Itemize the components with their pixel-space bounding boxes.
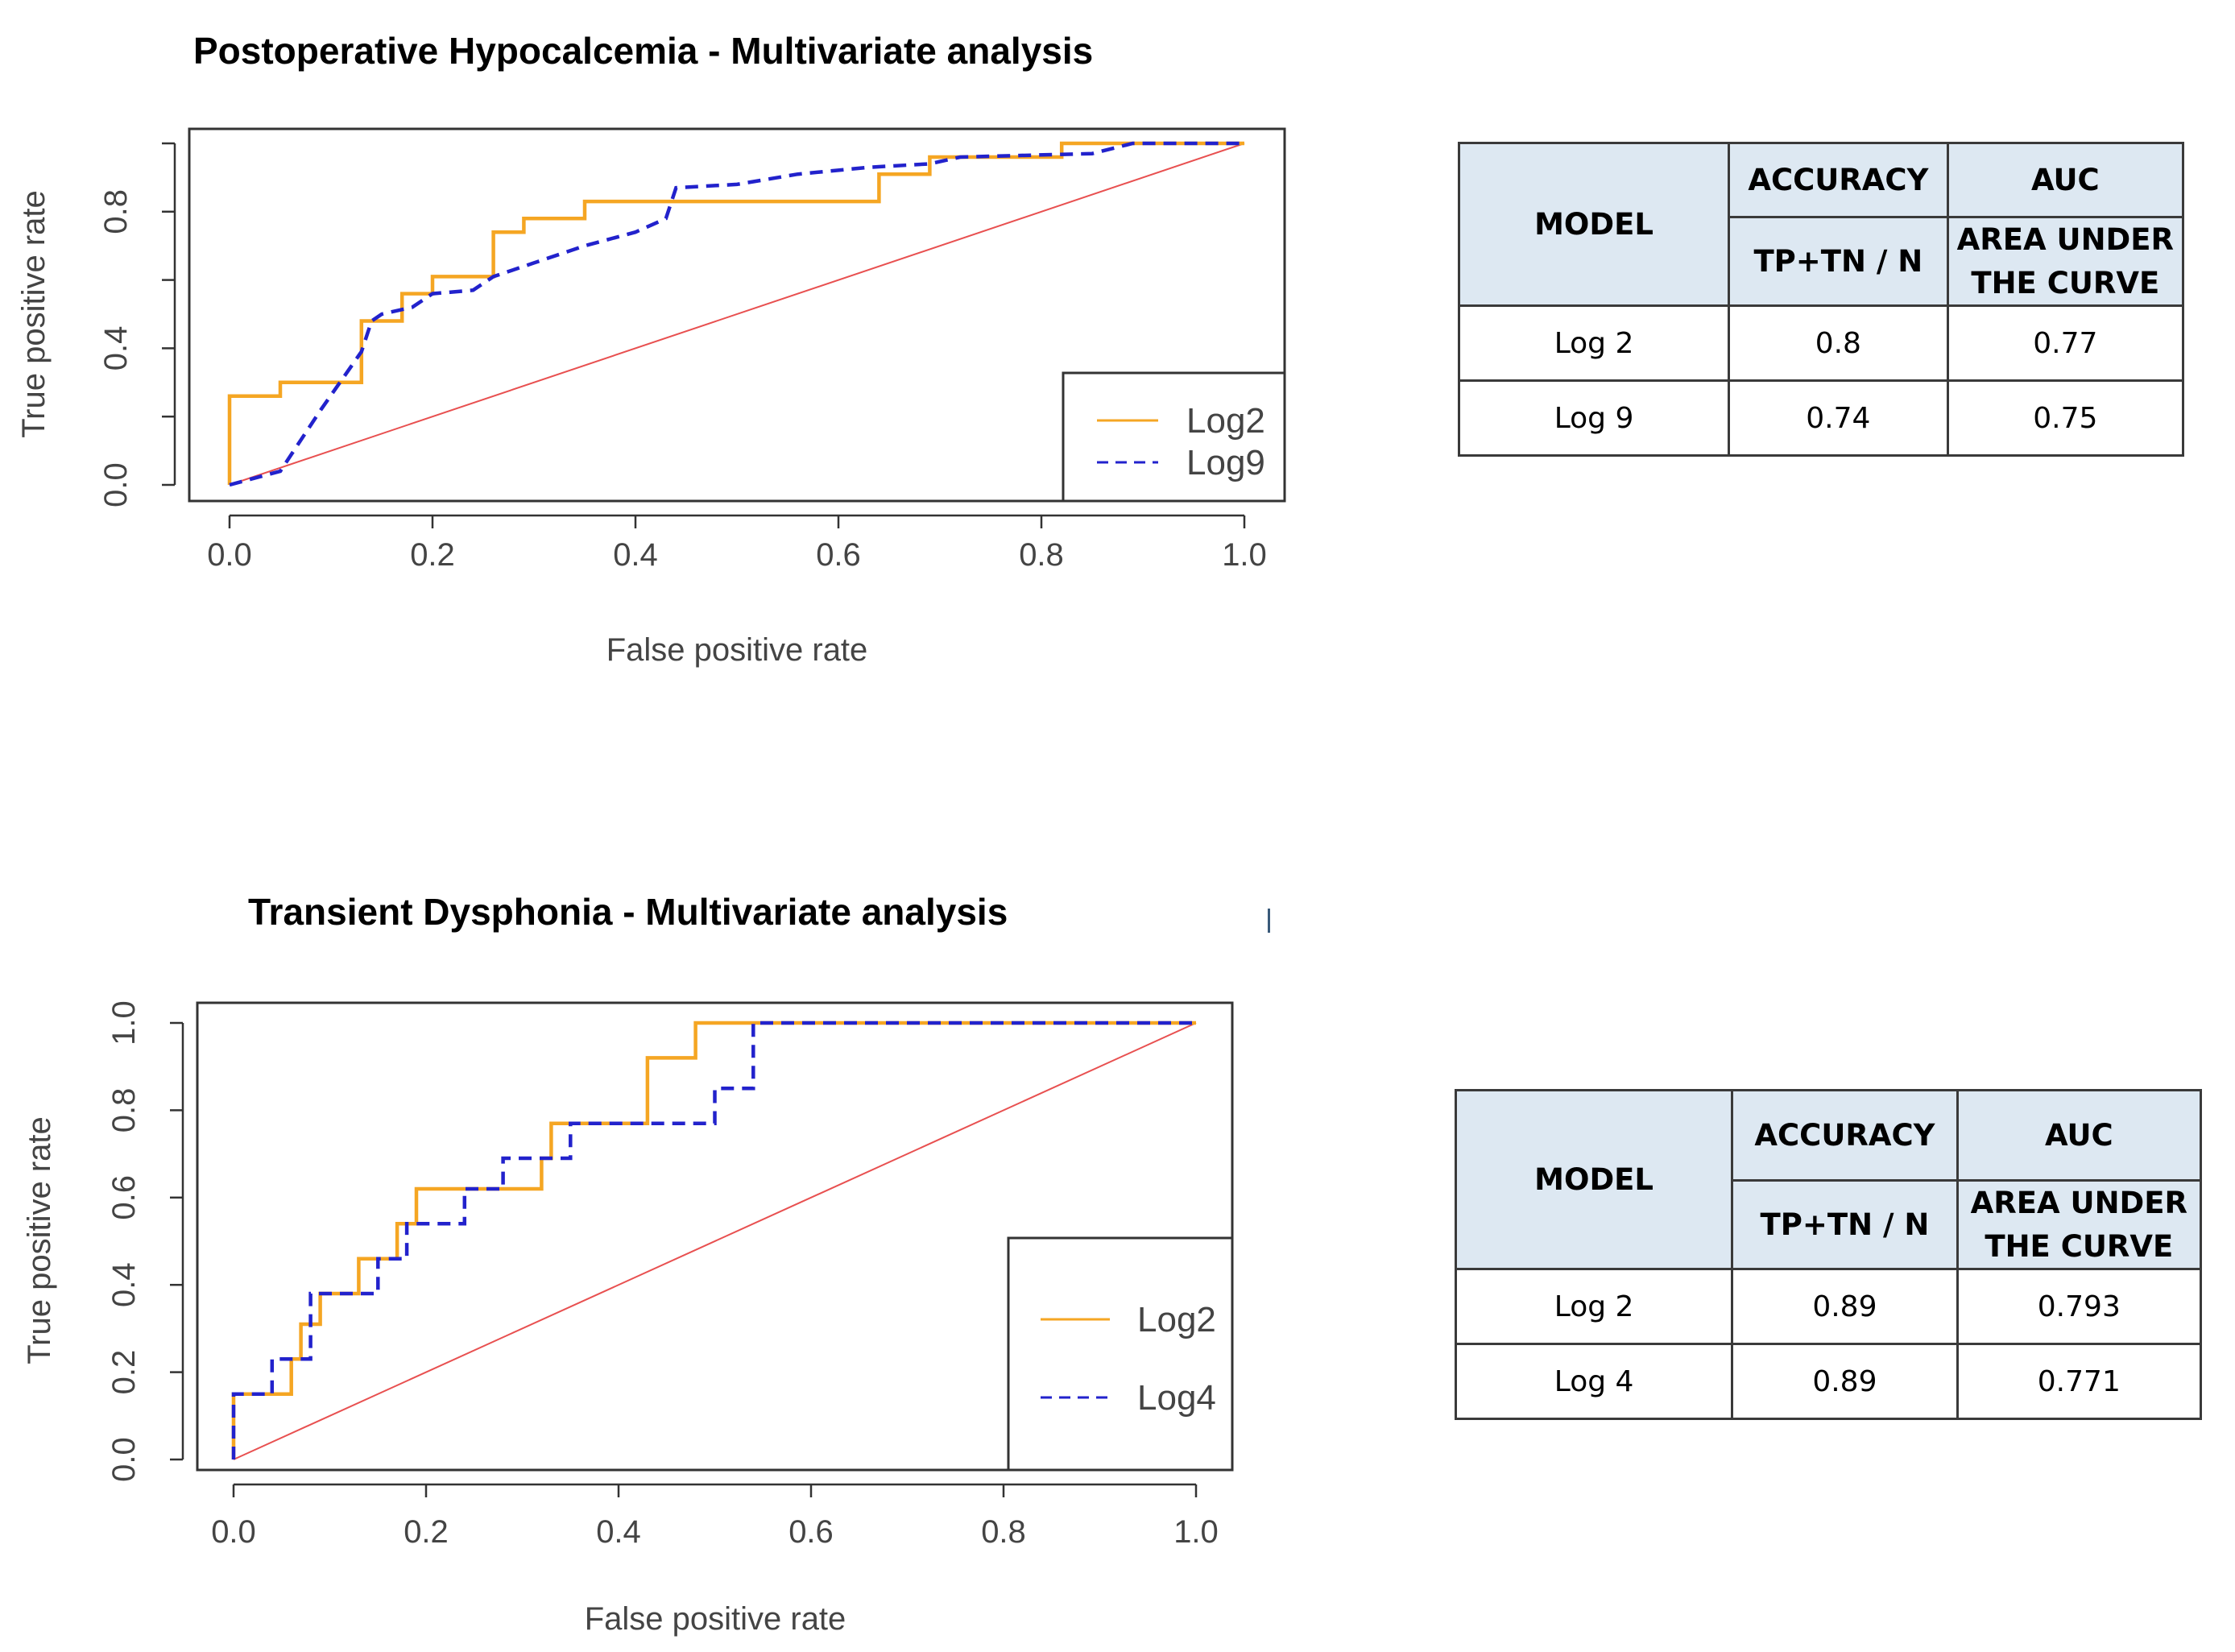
header-accuracy: ACCURACY [1728,142,1949,218]
y-tick-label: 1.0 [106,1000,142,1045]
chart-title-dysphonia: Transient Dysphonia - Multivariate analy… [248,891,1008,933]
x-tick-label: 1.0 [1173,1514,1219,1550]
header-accuracy: ACCURACY [1731,1089,1959,1182]
x-axis-label: False positive rate [606,632,868,668]
header-model: MODEL [1454,1088,1734,1271]
cell-auc: 0.793 [1956,1268,2203,1346]
cell-accuracy: 0.89 [1731,1343,1959,1421]
stray-mark [1268,909,1270,933]
x-tick-label: 0.0 [207,537,252,573]
x-tick-label: 0.2 [410,537,455,573]
header-auc-sub: AREA UNDER THE CURVE [1956,1178,2203,1271]
legend-box [1062,371,1286,503]
x-tick-label: 1.0 [1222,537,1267,573]
cell-model: Log 2 [1457,304,1731,383]
legend-label-log9: Log9 [1186,443,1265,482]
series-line-log2 [227,141,1244,485]
series-line-log2 [231,1021,1196,1459]
x-tick-label: 0.4 [613,537,658,573]
metrics-table-hypocalcemia: MODEL ACCURACY AUC TP+TN / N AREA UNDER T… [1457,141,2185,458]
cell-auc: 0.771 [1956,1343,2203,1421]
cell-auc: 0.77 [1946,304,2185,383]
roc-chart-hypocalcemia: 0.0 0.2 0.4 0.6 0.8 1.0 0.0 0.4 0.8 False positiv… [16,127,1286,668]
header-accuracy-sub: TP+TN / N [1731,1178,1959,1271]
series-line-log4 [231,1021,1196,1459]
plot-frame [188,127,1286,503]
reference-diagonal-line [233,1022,1197,1460]
legend-box [1007,1236,1234,1472]
x-tick-label: 0.4 [596,1514,641,1550]
header-auc-sub-line1: AREA UNDER [1970,1186,2188,1220]
y-axis-label: True positive rate [16,190,52,438]
cell-model: Log 9 [1457,379,1731,458]
cell-accuracy: 0.89 [1731,1268,1959,1346]
x-tick-label: 0.6 [816,537,861,573]
legend-label-log2: Log2 [1186,401,1265,441]
y-tick-label: 0.4 [106,1262,142,1307]
cell-auc: 0.75 [1946,379,2185,458]
header-auc-sub-line1: AREA UNDER [1956,222,2175,257]
cell-model: Log 4 [1454,1343,1734,1421]
header-model: MODEL [1457,141,1731,308]
y-tick-label: 0.8 [106,1088,142,1133]
y-tick-label: 0.4 [98,326,134,371]
header-auc-sub: AREA UNDER THE CURVE [1946,215,2185,308]
x-tick-label: 0.8 [981,1514,1026,1550]
header-accuracy-sub: TP+TN / N [1728,215,1949,308]
cell-model: Log 2 [1454,1268,1734,1346]
x-tick-label: 0.6 [788,1514,834,1550]
y-tick-label: 0.2 [106,1350,142,1395]
header-auc-sub-line2: THE CURVE [1985,1228,2174,1264]
metrics-table-dysphonia: MODEL ACCURACY AUC TP+TN / N AREA UNDER T… [1454,1088,2203,1421]
header-auc: AUC [1956,1089,2203,1182]
roc-chart-dysphonia: 0.0 0.2 0.4 0.6 0.8 1.0 0.0 0.2 0.4 0.6 0.8 1.0 Fals… [22,1000,1234,1637]
x-tick-label: 0.0 [211,1514,256,1550]
header-auc: AUC [1946,142,2185,218]
x-tick-label: 0.8 [1019,537,1064,573]
reference-diagonal-line [229,143,1245,486]
cell-accuracy: 0.74 [1728,379,1949,458]
y-tick-label: 0.0 [98,462,134,507]
cell-accuracy: 0.8 [1728,304,1949,383]
chart-title-hypocalcemia: Postoperative Hypocalcemia - Multivariat… [193,30,1094,72]
plot-frame [196,1001,1234,1472]
header-auc-sub-line2: THE CURVE [1971,265,2160,300]
y-axis-label: True positive rate [22,1116,57,1364]
x-tick-label: 0.2 [404,1514,449,1550]
legend-label-log4: Log4 [1137,1378,1216,1418]
y-tick-label: 0.0 [106,1437,142,1482]
legend-label-log2: Log2 [1137,1300,1216,1339]
y-tick-label: 0.6 [106,1175,142,1220]
y-tick-label: 0.8 [98,189,134,234]
x-axis-label: False positive rate [585,1601,846,1637]
